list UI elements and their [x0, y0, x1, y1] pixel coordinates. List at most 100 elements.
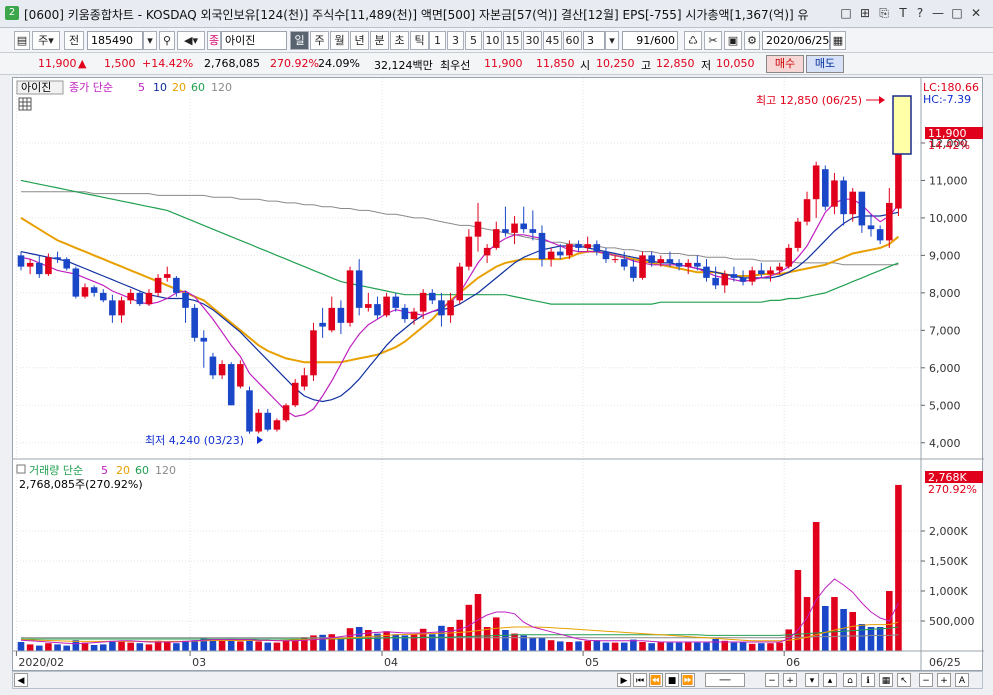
chart-area[interactable]: 11,000 10,000 9,000 8,000 7,000 6,000 5,000 4,0… [12, 77, 984, 672]
minute-60-button[interactable]: 60 [563, 31, 582, 50]
count-chevron-icon[interactable]: ▾ [605, 31, 619, 50]
stock-label: 아이진 [21, 81, 51, 94]
time-tick-label: 06 [786, 656, 800, 669]
max-arrow-head [879, 96, 885, 104]
screen-icon[interactable]: □ [840, 6, 852, 20]
close-icon[interactable]: ✕ [970, 6, 982, 20]
gear-icon[interactable]: ⚙ [744, 31, 760, 50]
minute-30-button[interactable]: 30 [523, 31, 542, 50]
tab-period-year[interactable]: 년 [350, 31, 369, 50]
candle-body [730, 274, 738, 278]
price-tick-label: 6,000 [929, 362, 961, 375]
chart-canvas[interactable]: 11,000 10,000 9,000 8,000 7,000 6,000 5,000 4,0… [13, 78, 984, 672]
zoom-icon[interactable]: ♺ [684, 31, 702, 50]
home-icon[interactable]: ⌂ [843, 673, 857, 687]
maximize-icon[interactable]: □ [951, 6, 963, 20]
scroll-right-icon[interactable]: ▶ [617, 673, 631, 687]
price-tick-label: 12,000 [929, 137, 968, 150]
sound-icon[interactable]: ◀▾ [177, 31, 205, 50]
next-page-icon[interactable]: ⏩ [681, 673, 695, 687]
minute-15-button[interactable]: 15 [503, 31, 522, 50]
link-icon[interactable]: ⊞ [859, 6, 871, 20]
calendar-icon[interactable]: ▦ [830, 31, 846, 50]
candle-body [739, 277, 747, 282]
volume-bar [675, 642, 683, 651]
buy-button[interactable]: 매수 [766, 55, 804, 73]
volume-bar [392, 634, 400, 651]
candle-body [81, 287, 89, 297]
price-tick-label: 5,000 [929, 399, 961, 412]
volume-bar [566, 642, 573, 651]
prev-page-icon[interactable]: ⏪ [649, 673, 663, 687]
candle-body [456, 266, 464, 301]
stock-code-input[interactable]: 185490 [87, 31, 143, 50]
zoom-slider[interactable]: ── [705, 673, 745, 687]
candle-body [831, 180, 838, 207]
volume-bar [483, 627, 491, 651]
tab-period-week[interactable]: 주 [310, 31, 329, 50]
selection-box[interactable] [892, 95, 912, 155]
help-icon[interactable]: ? [916, 6, 924, 20]
volume-tick-label: 1,000K [929, 585, 968, 598]
tab-period-tick[interactable]: 틱 [410, 31, 429, 50]
print-icon[interactable]: ⎘ [879, 6, 889, 20]
date-input[interactable]: 2020/06/25 [762, 31, 830, 50]
volume-bar [163, 641, 171, 651]
enlarge-icon[interactable]: + [937, 673, 951, 687]
candle-body [264, 412, 272, 430]
prev-button[interactable]: 전 [64, 31, 84, 50]
minute-1-button[interactable]: 1 [429, 31, 446, 50]
save-icon[interactable]: ▣ [724, 31, 742, 50]
search-icon[interactable]: ⚲ [159, 31, 175, 50]
table-icon[interactable] [18, 97, 32, 111]
count-input[interactable]: 3 [583, 31, 605, 50]
tab-period-second[interactable]: 초 [390, 31, 409, 50]
reduce-icon[interactable]: − [919, 673, 933, 687]
min-arrow-head [257, 436, 263, 444]
volume-bar [35, 645, 43, 651]
sell-button[interactable]: 매도 [806, 55, 844, 73]
tools-icon[interactable]: ✂ [704, 31, 722, 50]
grid-icon[interactable]: ▦ [879, 673, 893, 687]
minute-45-button[interactable]: 45 [543, 31, 562, 50]
turnover-rate: 24.09% [318, 57, 360, 70]
candle-body [438, 300, 445, 316]
info-icon[interactable]: ℹ [861, 673, 875, 687]
font-up-icon[interactable]: ▴ [823, 673, 837, 687]
first-page-icon[interactable]: ⏮ [633, 673, 647, 687]
mode-select[interactable]: 주▾ [32, 31, 60, 50]
candle-body [694, 262, 701, 267]
volume-bar [794, 570, 802, 651]
stop-icon[interactable]: ■ [665, 673, 679, 687]
zoom-in-icon[interactable]: + [783, 673, 797, 687]
minute-5-button[interactable]: 5 [465, 31, 482, 50]
window-number-badge: 2 [5, 6, 19, 20]
tab-period-day[interactable]: 일 [290, 31, 309, 50]
range-input[interactable]: 91/600 [622, 31, 678, 50]
cursor-icon[interactable]: ↖ [897, 673, 911, 687]
minute-10-button[interactable]: 10 [483, 31, 502, 50]
font-icon[interactable]: A [955, 673, 969, 687]
candle-body [392, 296, 400, 308]
price-tick-label: 10,000 [929, 212, 968, 225]
minimize-icon[interactable]: — [932, 6, 944, 20]
candle-body [703, 266, 710, 278]
volume-bar [109, 640, 116, 651]
text-icon[interactable]: T [899, 6, 907, 20]
tab-period-minute[interactable]: 분 [370, 31, 389, 50]
candle-body [45, 257, 52, 275]
zoom-out-icon[interactable]: − [765, 673, 779, 687]
scroll-left-icon[interactable]: ◀ [14, 673, 28, 687]
volume-last-pct: 270.92% [928, 483, 977, 496]
up-arrow-icon: ▲ [78, 57, 87, 70]
chart-menu-icon[interactable]: ▤ [14, 31, 30, 50]
tab-period-month[interactable]: 월 [330, 31, 349, 50]
font-down-icon[interactable]: ▾ [805, 673, 819, 687]
volume-bar [127, 642, 134, 651]
minute-3-button[interactable]: 3 [447, 31, 464, 50]
last-price-value: 11,900 [928, 127, 967, 140]
volume-bar [511, 633, 518, 651]
chevron-down-icon[interactable]: ▾ [143, 31, 157, 50]
candle-body [282, 405, 290, 421]
volume-bar [264, 642, 272, 651]
